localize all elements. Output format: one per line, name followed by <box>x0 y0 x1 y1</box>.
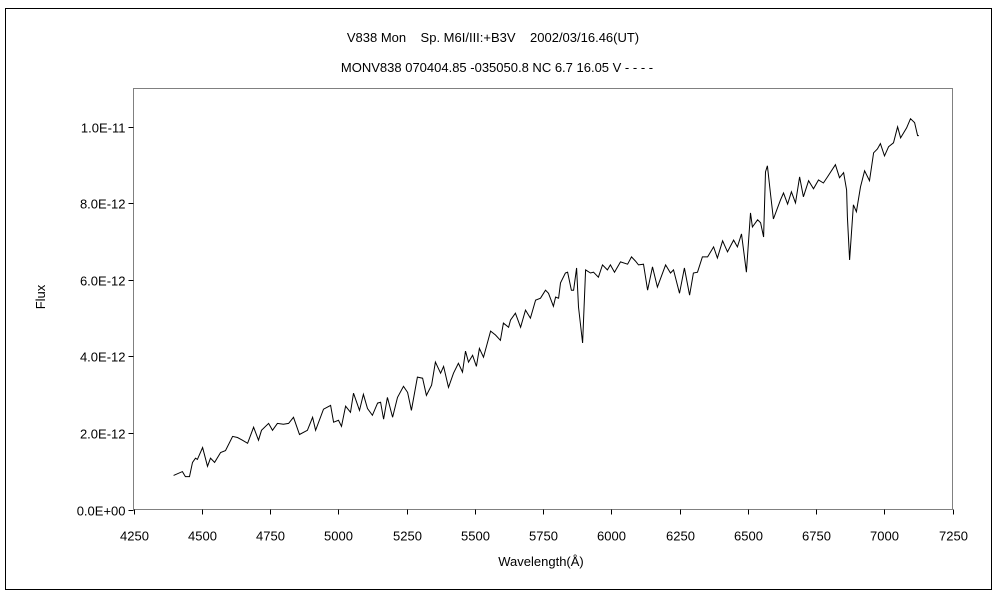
x-tick-label: 6250 <box>666 529 695 544</box>
y-tick-label: 1.0E-11 <box>81 121 126 136</box>
x-tick-label: 5500 <box>461 529 490 544</box>
x-axis-label: Wavelength(Å) <box>498 554 584 569</box>
y-tick-label: 6.0E-12 <box>80 274 126 289</box>
x-tick-label: 6500 <box>734 529 763 544</box>
y-tick-label: 2.0E-12 <box>80 427 126 442</box>
chart-title: V838 Mon Sp. M6I/III:+B3V 2002/03/16.46(… <box>347 30 639 45</box>
y-axis-label: Flux <box>33 284 48 309</box>
x-tick-label: 4250 <box>120 529 149 544</box>
spectrum-line <box>173 117 919 478</box>
y-tick-label: 0.0E+00 <box>77 504 126 519</box>
x-axis-ticks: 4250 4500 4750 5000 5250 5500 5750 6000 6250 6500… <box>120 509 968 544</box>
x-tick-label: 5250 <box>393 529 422 544</box>
x-tick-label: 4500 <box>188 529 217 544</box>
x-tick-label: 6000 <box>597 529 626 544</box>
x-tick-label: 4750 <box>256 529 285 544</box>
y-axis-ticks: 0.0E+00 2.0E-12 4.0E-12 6.0E-12 8.0E-12 1.0E-… <box>77 121 134 519</box>
y-tick-label: 8.0E-12 <box>80 197 126 212</box>
chart-subtitle: MONV838 070404.85 -035050.8 NC 6.7 16.05… <box>341 60 653 75</box>
x-tick-label: 7000 <box>870 529 899 544</box>
x-tick-label: 5750 <box>529 529 558 544</box>
y-tick-label: 4.0E-12 <box>80 350 126 365</box>
x-tick-label: 7250 <box>939 529 968 544</box>
x-tick-label: 6750 <box>802 529 831 544</box>
plot-area <box>133 88 953 510</box>
x-tick-label: 5000 <box>324 529 353 544</box>
